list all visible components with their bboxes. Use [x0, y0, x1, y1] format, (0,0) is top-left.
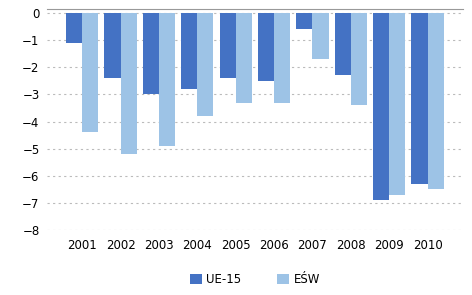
Bar	[197, 13, 213, 116]
Bar	[104, 13, 120, 78]
Bar	[312, 13, 329, 59]
Bar	[236, 13, 252, 102]
Bar	[219, 13, 236, 78]
Legend: UE-15, EŚW: UE-15, EŚW	[185, 268, 325, 291]
Bar	[389, 13, 405, 195]
Bar	[335, 13, 351, 75]
Bar	[412, 13, 428, 184]
Bar	[82, 13, 98, 132]
Bar	[181, 13, 197, 89]
Bar	[274, 13, 290, 102]
Bar	[428, 13, 444, 189]
Bar	[258, 13, 274, 81]
Bar	[159, 13, 175, 146]
Bar	[120, 13, 137, 154]
Bar	[66, 13, 82, 43]
Bar	[296, 13, 312, 29]
Bar	[373, 13, 389, 200]
Bar	[351, 13, 367, 105]
Bar	[143, 13, 159, 94]
